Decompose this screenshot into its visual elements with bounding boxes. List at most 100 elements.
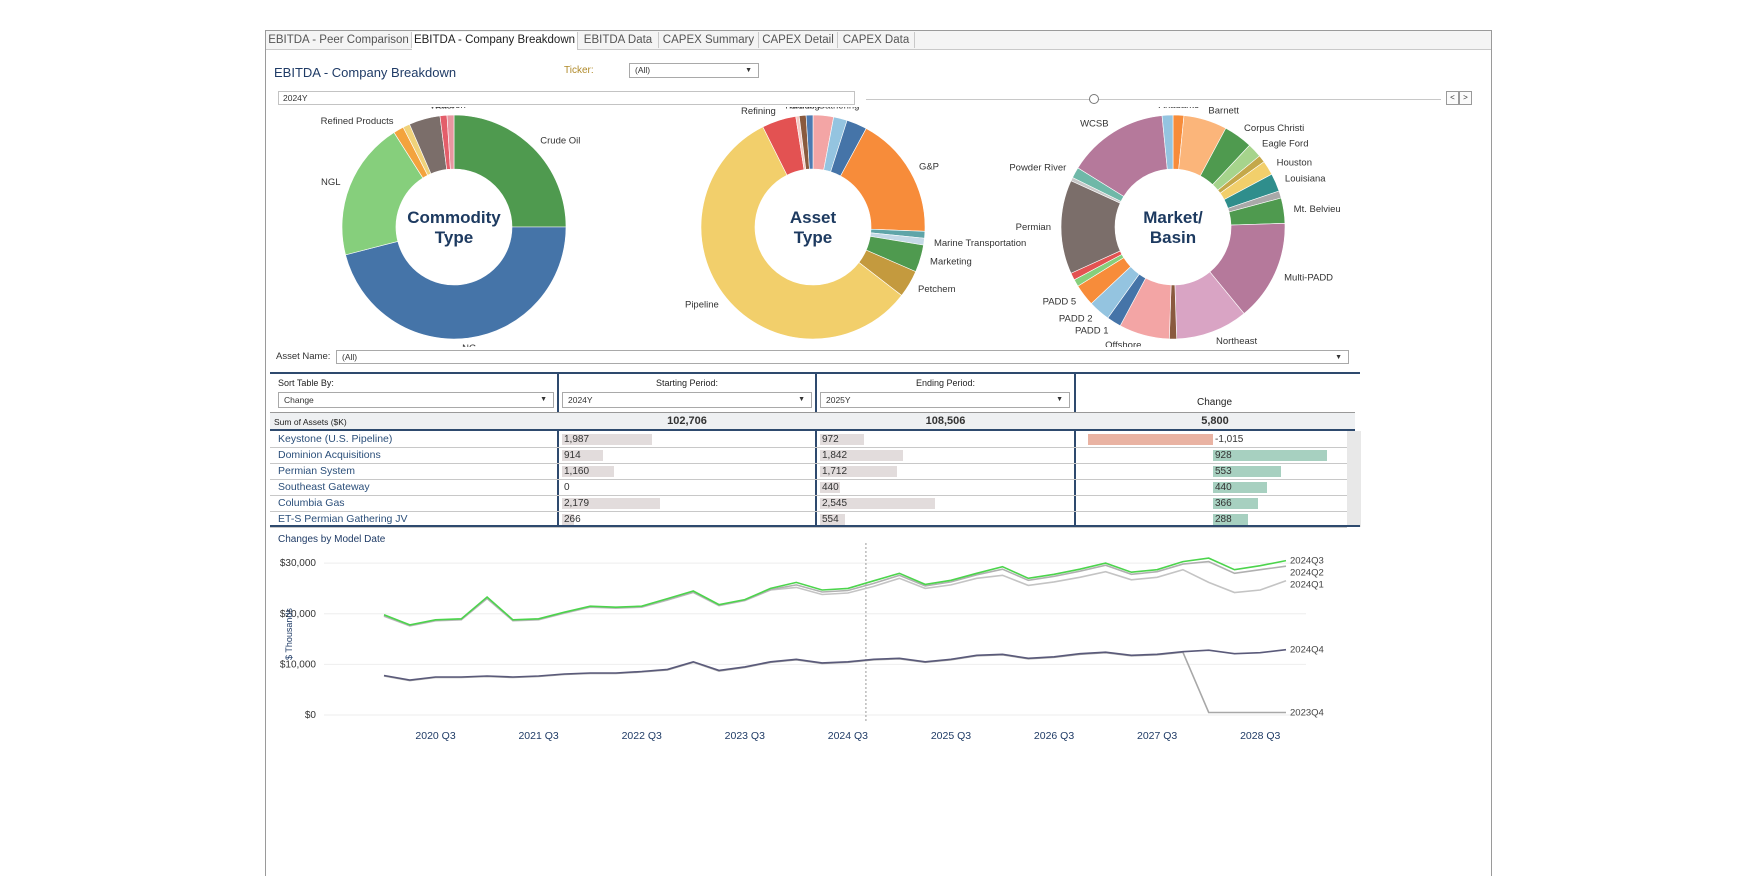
- period-slider-thumb[interactable]: [1089, 94, 1099, 104]
- start-value-cell: 0: [564, 482, 570, 493]
- sum-change-value: 5,800: [1201, 415, 1229, 427]
- end-value-cell: 1,712: [822, 466, 848, 477]
- starting-period-label: Starting Period:: [655, 378, 719, 388]
- page-title: EBITDA - Company Breakdown: [274, 65, 457, 80]
- table-rule: [270, 429, 1355, 431]
- tab-capex-data[interactable]: CAPEX Data: [838, 32, 915, 48]
- x-tick-label: 2027 Q3: [1137, 730, 1177, 742]
- start-value-bar: [562, 514, 574, 525]
- donut-slice[interactable]: [1161, 114, 1174, 170]
- chevron-down-icon: ▼: [1335, 354, 1342, 361]
- row-divider: [270, 511, 1347, 512]
- donut-slice-label: Marine Transportation: [934, 238, 1026, 249]
- start-value-bar: [562, 434, 652, 445]
- donut-chart-1[interactable]: Crude Oil NG NGL Refined Products WaterCarbo…: [321, 107, 581, 347]
- asset-name-dropdown[interactable]: (All) ▼: [336, 350, 1349, 364]
- series-line[interactable]: [383, 557, 1287, 626]
- donut-slice-label: Pipeline: [685, 300, 719, 311]
- asset-name-cell[interactable]: ET-S Permian Gathering JV: [278, 513, 408, 525]
- end-value-bar: [820, 482, 840, 493]
- sum-start-value: 102,706: [667, 415, 707, 427]
- tab-capex-detail[interactable]: CAPEX Detail: [759, 32, 838, 48]
- change-value-cell: 366: [1215, 498, 1232, 509]
- donut-slice[interactable]: [453, 114, 567, 228]
- tab-ebitda-data[interactable]: EBITDA Data: [578, 32, 659, 48]
- end-value-bar: [820, 498, 935, 509]
- change-column-header: Change: [1196, 397, 1233, 408]
- x-tick-label: 2023 Q3: [725, 730, 765, 742]
- series-end-label: 2023Q4: [1290, 707, 1324, 718]
- y-tick-label: $20,000: [280, 609, 317, 620]
- donut-slice-label: PADD 1: [1075, 326, 1109, 337]
- x-tick-label: 2022 Q3: [622, 730, 662, 742]
- donut-slice-label: Anadarko: [1159, 107, 1200, 111]
- donut-slice[interactable]: [805, 114, 814, 170]
- row-divider: [270, 447, 1347, 448]
- donut-slice-label: Water: [430, 107, 455, 112]
- period-slider-track[interactable]: [866, 99, 1441, 100]
- donut-slice[interactable]: [446, 114, 455, 170]
- donut-slice[interactable]: [700, 126, 903, 340]
- asset-name-cell[interactable]: Columbia Gas: [278, 497, 345, 509]
- end-value-bar: [820, 450, 903, 461]
- donut-slice-label: Refining: [741, 107, 776, 117]
- series-end-label: 2024Q1: [1290, 580, 1324, 591]
- asset-name-cell[interactable]: Dominion Acquisitions: [278, 449, 381, 461]
- change-bar: [1213, 450, 1327, 461]
- sort-by-dropdown[interactable]: Change ▼: [278, 392, 554, 408]
- donut-chart-3[interactable]: Anadarko Barnett Corpus Christi Eagle Ford H…: [1009, 107, 1340, 347]
- series-line[interactable]: [383, 651, 1286, 714]
- ticker-dropdown-value: (All): [635, 65, 651, 75]
- donut-slice-label: Petchem: [918, 284, 956, 295]
- start-value-cell: 1,160: [564, 466, 590, 477]
- table-divider: [1074, 372, 1076, 527]
- donut-center-label: Type: [794, 228, 832, 247]
- asset-name-label: Asset Name:: [276, 351, 331, 362]
- donut-slice-label: Houston: [1277, 158, 1312, 169]
- end-value-bar: [820, 514, 845, 525]
- series-end-label: 2024Q4: [1290, 645, 1324, 656]
- prev-period-button[interactable]: <: [1446, 91, 1459, 105]
- x-tick-label: 2024 Q3: [828, 730, 868, 742]
- donut-slice-label: NGL: [321, 177, 341, 188]
- table-scrollbar[interactable]: [1347, 431, 1361, 527]
- chevron-down-icon: ▼: [798, 396, 805, 403]
- starting-period-dropdown[interactable]: 2024Y ▼: [562, 392, 812, 408]
- donut-slice-label: Refined Products: [321, 116, 394, 127]
- donut-chart-2[interactable]: Crude Gathering G&P Marine Transportation M…: [685, 107, 1026, 340]
- donut-slice-label: Permian: [1016, 222, 1051, 233]
- start-value-cell: 266: [564, 514, 581, 525]
- change-bar: [1213, 466, 1281, 477]
- ticker-dropdown[interactable]: (All) ▼: [629, 63, 759, 78]
- tab-capex-summary[interactable]: CAPEX Summary: [659, 32, 759, 48]
- donut-slice-label: PADD 5: [1043, 296, 1077, 307]
- x-tick-label: 2021 Q3: [518, 730, 558, 742]
- ending-period-dropdown[interactable]: 2025Y ▼: [820, 392, 1070, 408]
- series-line[interactable]: [383, 568, 1287, 627]
- donut-slice-label: WCSB: [1080, 118, 1109, 129]
- donut-slice-label: Offshore: [1105, 340, 1141, 347]
- tab-ebitda-peer-comparison[interactable]: EBITDA - Peer Comparison: [266, 32, 412, 48]
- change-value-cell: 928: [1215, 450, 1232, 461]
- donut-center-label: Type: [435, 228, 473, 247]
- starting-period-value: 2024Y: [568, 395, 593, 405]
- dashboard-frame: EBITDA - Peer Comparison EBITDA - Compan…: [265, 30, 1492, 876]
- tab-ebitda-company-breakdown[interactable]: EBITDA - Company Breakdown: [412, 32, 578, 50]
- sum-end-value: 108,506: [925, 415, 966, 427]
- line-chart-title: Changes by Model Date: [278, 534, 386, 545]
- asset-name-cell[interactable]: Southeast Gateway: [278, 481, 370, 493]
- chevron-down-icon: ▼: [745, 67, 752, 74]
- donut-slice-label: Barnett: [1208, 107, 1239, 116]
- donut-slice-label: Carbon: [435, 107, 466, 111]
- next-period-button[interactable]: >: [1459, 91, 1472, 105]
- period-field[interactable]: 2024Y: [278, 91, 855, 105]
- start-value-cell: 914: [564, 450, 581, 461]
- asset-name-cell[interactable]: Keystone (U.S. Pipeline): [278, 433, 393, 445]
- series-line[interactable]: [383, 648, 1287, 681]
- asset-name-cell[interactable]: Permian System: [278, 465, 356, 477]
- sum-label: Sum of Assets ($K): [274, 417, 347, 427]
- donut-slice[interactable]: [345, 226, 567, 340]
- ending-period-label: Ending Period:: [915, 378, 976, 388]
- x-tick-label: 2025 Q3: [931, 730, 971, 742]
- donut-slice-label: Mt. Belvieu: [1294, 204, 1341, 215]
